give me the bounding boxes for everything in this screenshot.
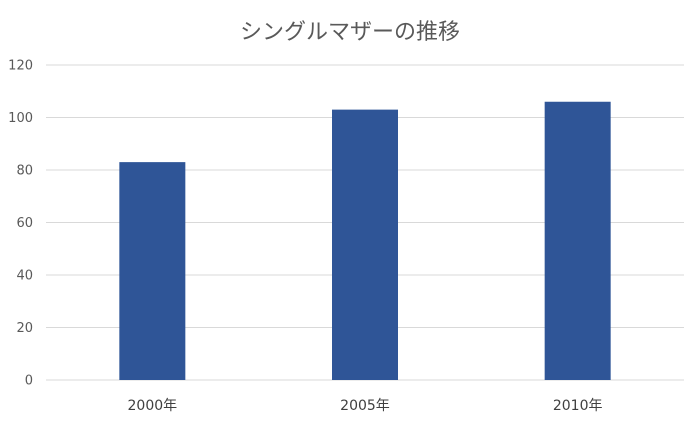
bar (119, 162, 186, 380)
x-tick-label: 2010年 (553, 398, 603, 414)
bar (332, 109, 398, 380)
y-tick-label: 0 (25, 374, 33, 389)
bar (544, 101, 611, 380)
y-tick-label: 120 (8, 59, 33, 74)
x-tick-label: 2005年 (340, 398, 390, 414)
y-tick-label: 80 (16, 164, 33, 179)
y-tick-label: 60 (16, 216, 33, 231)
y-tick-label: 100 (8, 111, 33, 126)
x-tick-label: 2000年 (128, 398, 178, 414)
chart-title: シングルマザーの推移 (239, 20, 460, 45)
y-tick-label: 20 (16, 321, 33, 336)
y-tick-label: 40 (16, 269, 33, 284)
